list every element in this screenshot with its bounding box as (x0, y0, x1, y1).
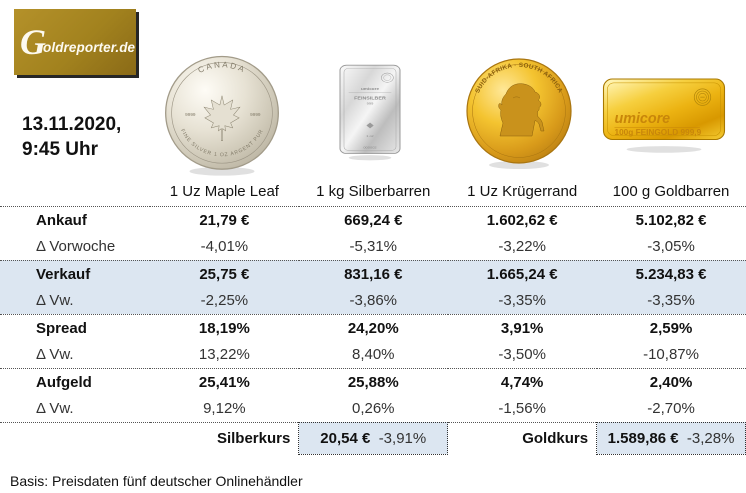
svg-text:FEINSILBER: FEINSILBER (354, 96, 386, 101)
svg-text:umicore: umicore (615, 111, 671, 127)
svg-text:9999: 9999 (250, 112, 261, 117)
svg-text:9999: 9999 (185, 112, 196, 117)
svg-text:100g FEINGOLD 999,9: 100g FEINGOLD 999,9 (615, 128, 702, 137)
svg-text:1 oz: 1 oz (366, 134, 374, 137)
svg-text:umicore: umicore (361, 87, 380, 91)
svg-text:999: 999 (367, 102, 374, 105)
svg-text:◆: ◆ (366, 121, 374, 130)
svg-text:000002: 000002 (363, 146, 376, 149)
